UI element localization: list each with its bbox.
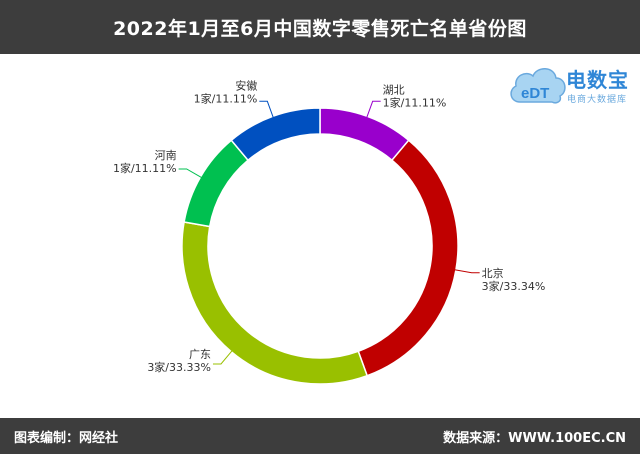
slice-name-label-3: 广东	[189, 348, 211, 361]
brand-logo: eDT 电数宝 电商大数据库	[506, 58, 636, 114]
chart-title: 2022年1月至6月中国数字零售死亡名单省份图	[113, 17, 527, 40]
title-bar: 2022年1月至6月中国数字零售死亡名单省份图	[0, 0, 640, 54]
leader-line-2	[453, 269, 480, 274]
logo-tagline: 电商大数据库	[567, 95, 628, 105]
slice-name-label-1: 湖北	[383, 83, 405, 96]
donut-slice-5	[230, 107, 321, 162]
footer-compiler: 图表编制：网经社	[14, 430, 119, 446]
slice-value-label-1: 1家/11.11%	[383, 95, 447, 109]
leader-line-1	[366, 100, 381, 119]
donut-slice-4	[183, 139, 250, 228]
leader-line-3	[212, 349, 233, 365]
footer-source: 数据来源：WWW.100EC.CN	[443, 430, 626, 446]
chart-area: 湖北 1家/11.11% 北京 3家/33.34% 广东 3家/33.33% 河南 1家/11…	[0, 54, 640, 414]
donut-slice-2	[357, 139, 459, 377]
donut-chart: 湖北1家/11.11%北京3家/33.34%广东3家/33.33%河南1家/11…	[113, 78, 546, 385]
slice-value-label-4: 1家/11.11%	[113, 161, 177, 175]
cloud-logo-icon: eDT	[510, 68, 566, 104]
logo-name: 电数宝	[566, 68, 629, 92]
leader-line-4	[178, 168, 203, 179]
slice-name-label-4: 河南	[155, 149, 177, 162]
slice-value-label-3: 3家/33.33%	[147, 360, 211, 374]
slice-value-label-5: 1家/11.11%	[194, 91, 258, 105]
logo-mark: eDT	[521, 85, 549, 102]
leader-line-5	[259, 100, 274, 119]
donut-slice-1	[319, 107, 410, 162]
slice-name-label-2: 北京	[482, 266, 504, 280]
slice-value-label-2: 3家/33.34%	[482, 279, 546, 293]
slice-name-label-5: 安徽	[235, 78, 257, 92]
footer-bar: 图表编制：网经社 数据来源：WWW.100EC.CN	[0, 418, 640, 454]
